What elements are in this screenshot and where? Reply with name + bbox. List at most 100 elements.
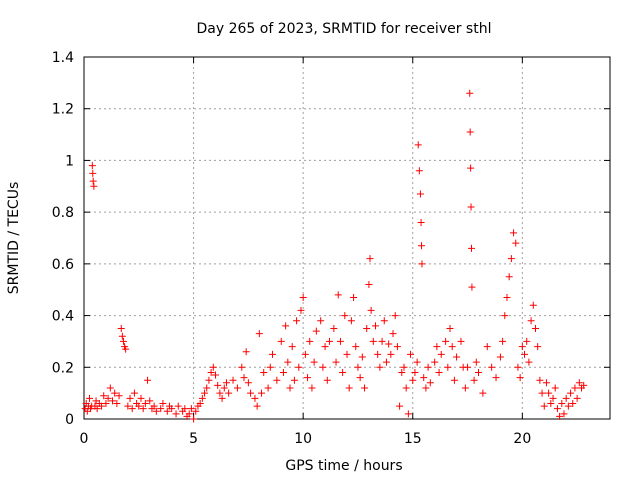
data-point — [130, 389, 138, 397]
data-point — [518, 343, 526, 351]
data-point — [124, 402, 132, 410]
data-point — [288, 343, 296, 351]
y-tick-label: 0.8 — [52, 205, 74, 221]
data-point — [444, 363, 452, 371]
data-point — [198, 394, 206, 402]
data-point — [310, 358, 318, 366]
data-point — [507, 255, 515, 263]
data-point — [290, 376, 298, 384]
data-point — [501, 312, 509, 320]
data-point — [122, 345, 130, 353]
data-point — [422, 384, 430, 392]
data-point — [420, 374, 428, 382]
data-point — [363, 325, 371, 332]
data-point — [415, 167, 423, 175]
data-point — [453, 353, 461, 361]
data-point — [334, 291, 342, 299]
data-point — [371, 322, 379, 330]
data-point — [527, 317, 535, 325]
data-point — [389, 330, 397, 338]
data-point — [442, 337, 450, 345]
data-point — [102, 399, 110, 407]
data-point — [569, 399, 577, 407]
data-point — [483, 343, 491, 351]
data-point — [157, 405, 165, 413]
data-point — [358, 353, 366, 361]
data-point — [387, 350, 395, 358]
data-point — [343, 350, 351, 358]
y-axis-label: SRMTID / TECUs — [6, 182, 22, 295]
data-point — [536, 376, 544, 384]
data-point — [225, 389, 233, 397]
data-point — [301, 350, 309, 358]
data-point — [366, 255, 374, 263]
data-point — [347, 317, 355, 325]
data-point — [218, 394, 226, 402]
data-point — [461, 384, 469, 392]
data-point — [159, 399, 167, 407]
data-point — [361, 384, 369, 392]
data-point — [220, 384, 228, 392]
x-tick-label: 5 — [189, 431, 198, 447]
data-point — [308, 384, 316, 392]
data-point — [229, 376, 237, 384]
data-point — [345, 384, 353, 392]
data-point — [400, 363, 408, 371]
data-point — [417, 218, 425, 226]
data-point — [547, 399, 555, 407]
data-point — [466, 128, 474, 136]
x-axis-label: GPS time / hours — [285, 458, 402, 474]
data-point — [505, 273, 513, 281]
data-point — [567, 389, 575, 397]
data-point — [512, 239, 520, 247]
data-point — [330, 325, 338, 332]
data-point — [216, 389, 224, 397]
data-point — [525, 358, 533, 366]
data-point — [89, 169, 97, 177]
data-point — [150, 402, 158, 410]
data-point — [472, 358, 480, 366]
data-point — [244, 379, 252, 387]
data-point — [575, 379, 583, 387]
y-tick-label: 1 — [65, 153, 74, 169]
data-points — [81, 89, 588, 423]
data-point — [336, 337, 344, 345]
data-point — [117, 325, 125, 332]
data-point — [564, 402, 572, 410]
data-point — [304, 374, 312, 382]
data-point — [551, 384, 559, 392]
chart-title: Day 265 of 2023, SRMTID for receiver sth… — [197, 21, 492, 37]
data-point — [168, 405, 176, 413]
data-point — [88, 162, 96, 170]
data-point — [521, 350, 529, 358]
grid-lines — [84, 57, 610, 419]
data-point — [222, 379, 230, 387]
data-point — [332, 358, 340, 366]
data-point — [411, 368, 419, 376]
data-point — [286, 384, 294, 392]
data-point — [376, 363, 384, 371]
data-point — [192, 407, 200, 415]
data-point — [556, 412, 564, 420]
data-point — [203, 384, 211, 392]
data-point — [356, 374, 364, 382]
data-point — [323, 376, 331, 384]
data-point — [325, 337, 333, 345]
data-point — [529, 301, 537, 309]
data-point — [98, 402, 106, 410]
data-point — [152, 407, 160, 415]
y-tick-label: 1.2 — [52, 102, 74, 118]
data-point — [492, 374, 500, 382]
data-point — [549, 394, 557, 402]
y-tick-label: 0.6 — [52, 257, 74, 273]
data-point — [573, 394, 581, 402]
data-point — [90, 182, 98, 190]
data-point — [416, 190, 424, 198]
axis-ticks — [83, 56, 610, 420]
data-point — [499, 337, 507, 345]
y-tick-label: 0 — [65, 412, 74, 428]
data-point — [113, 399, 121, 407]
data-point — [354, 363, 362, 371]
data-point — [531, 325, 539, 332]
plot-frame — [83, 56, 611, 420]
